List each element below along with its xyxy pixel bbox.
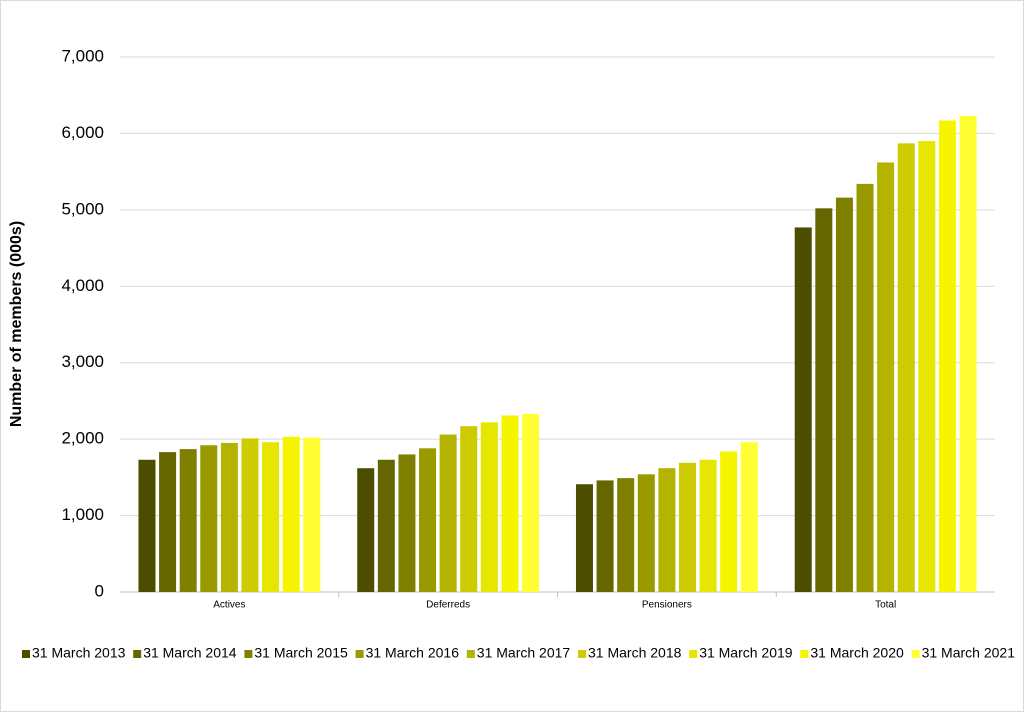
bar [138,459,156,592]
legend-label: 31 March 2013 [32,645,126,661]
bar [282,436,300,592]
legend-label: 31 March 2015 [254,645,348,661]
y-tick-label: 0 [95,581,104,600]
bar [959,115,977,592]
legend-label: 31 March 2016 [366,645,460,661]
legend-swatch [22,650,30,658]
y-tick-label: 7,000 [61,46,104,65]
y-tick-label: 1,000 [61,505,104,524]
bar [575,484,593,592]
bar [658,468,676,592]
x-tick-label: Total [875,600,896,611]
bar [241,438,259,592]
bar [439,434,457,592]
legend-swatch [466,650,475,658]
legend-label: 31 March 2020 [810,645,904,661]
y-tick-label: 3,000 [61,352,104,371]
y-tick-label: 2,000 [61,429,104,448]
bar [522,413,540,592]
y-tick-label: 4,000 [61,276,104,295]
bar [918,141,936,593]
bar [501,415,519,592]
bar [303,437,321,592]
bar [815,208,833,593]
legend-label: 31 March 2021 [922,645,1016,661]
bar [460,426,478,592]
x-tick-label: Deferreds [426,600,470,611]
x-tick-label: Pensioners [642,600,692,611]
bar [480,422,498,592]
legend-swatch [911,650,920,658]
bar [617,478,635,592]
legend-swatch [800,650,809,658]
bar [596,480,614,592]
bar [678,462,696,592]
bar [357,468,375,592]
bar [419,448,437,592]
y-tick-label: 5,000 [61,199,104,218]
legend-label: 31 March 2014 [143,645,237,661]
bar [699,459,717,592]
bar [938,120,956,592]
bar [794,227,812,592]
bar [179,449,197,592]
bar [740,442,758,592]
x-tick-label: Actives [213,600,245,611]
bar [220,442,238,592]
bar [159,452,177,592]
legend-label: 31 March 2018 [588,645,682,661]
bar [720,451,738,592]
y-tick-label: 6,000 [61,123,104,142]
legend-label: 31 March 2019 [699,645,793,661]
bar [835,197,853,592]
legend-label: 31 March 2017 [477,645,571,661]
legend-swatch [133,650,142,658]
legend-swatch [578,650,586,658]
bar [200,445,218,592]
bar [377,459,395,592]
bar [262,442,280,592]
bar [856,183,874,592]
bar [637,474,655,592]
y-axis-title: Number of members (000s) [8,221,25,427]
bar [398,454,416,592]
legend-swatch [689,650,698,658]
legend-swatch [244,650,253,658]
bar [897,143,915,592]
bar [877,162,895,592]
legend-swatch [355,650,364,658]
